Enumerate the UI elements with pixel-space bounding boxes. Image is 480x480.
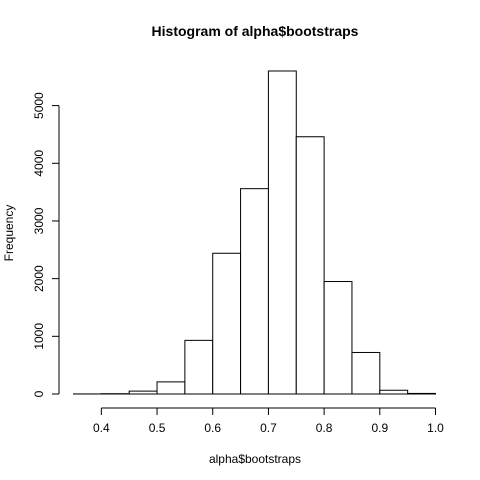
x-tick-label: 0.7	[260, 421, 277, 435]
x-tick-label: 0.5	[149, 421, 166, 435]
y-tick-label: 2000	[32, 265, 46, 292]
x-tick-label: 0.8	[316, 421, 333, 435]
histogram-bar	[267, 70, 297, 395]
histogram-bar	[212, 252, 242, 395]
histogram-bar	[407, 392, 436, 395]
histogram-bar	[240, 188, 269, 395]
histogram-bar	[128, 390, 158, 395]
x-tick-label: 0.6	[204, 421, 221, 435]
x-tick-label: 0.9	[371, 421, 388, 435]
chart-title: Histogram of alpha$bootstraps	[152, 23, 359, 39]
histogram-bar	[184, 339, 214, 395]
histogram-bar	[379, 389, 409, 395]
y-tick-label: 4000	[32, 150, 46, 177]
histogram-bar	[156, 381, 186, 395]
x-tick-label: 1.0	[427, 421, 444, 435]
y-axis: 0 1000 2000 3000 4000 5000	[32, 92, 60, 397]
y-tick-label: 0	[32, 390, 46, 397]
histogram-bar	[323, 281, 353, 395]
y-tick-label: 1000	[32, 323, 46, 350]
y-tick-label: 5000	[32, 92, 46, 119]
y-tick-label: 3000	[32, 207, 46, 234]
y-axis-label: Frequency	[2, 205, 16, 262]
histogram-bar	[351, 351, 381, 395]
x-axis: 0.4 0.5 0.6 0.7 0.8 0.9 1.0	[93, 407, 444, 435]
x-axis-label: alpha$bootstraps	[209, 452, 301, 466]
histogram-bar	[295, 136, 325, 395]
bars-group	[73, 70, 436, 395]
x-tick-label: 0.4	[93, 421, 110, 435]
